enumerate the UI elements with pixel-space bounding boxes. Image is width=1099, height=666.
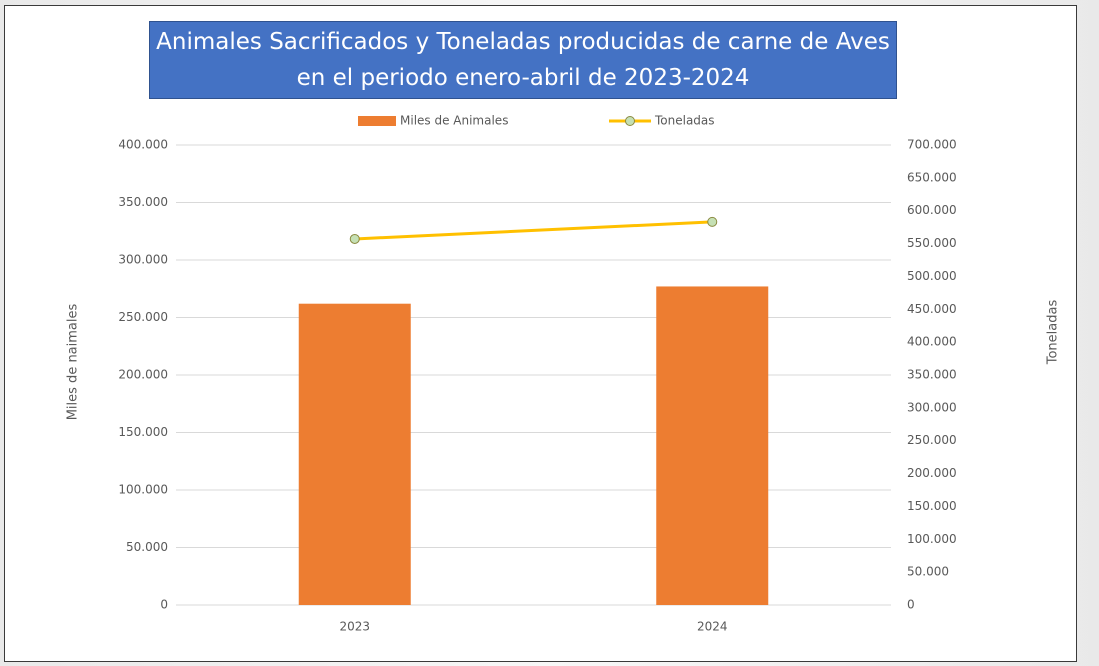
x-tick-label: 2023 <box>339 620 370 634</box>
y2-tick-label: 50.000 <box>907 565 949 579</box>
y2-tick-label: 550.000 <box>907 236 957 250</box>
chart-area: 0 50.000 100.000 150.000 200.000 250.000 300.0… <box>4 5 1077 662</box>
y2-tick-label: 650.000 <box>907 170 957 184</box>
legend-marker <box>625 116 635 126</box>
legend-label: Toneladas <box>654 114 715 128</box>
y2-axis-title: Toneladas <box>1046 300 1061 366</box>
bar <box>656 286 769 605</box>
bar <box>298 303 411 605</box>
y2-tick-label: 500.000 <box>907 269 957 283</box>
legend-label: Miles de Animales <box>400 114 508 128</box>
y-tick-label: 50.000 <box>126 540 168 554</box>
y-tick-label: 300.000 <box>118 253 168 267</box>
y2-tick-label: 200.000 <box>907 466 957 480</box>
y2-tick-label: 150.000 <box>907 499 957 513</box>
y-tick-label: 350.000 <box>118 195 168 209</box>
line <box>354 220 713 241</box>
y2-tick-label: 100.000 <box>907 532 957 546</box>
legend-swatch <box>358 116 396 126</box>
marker <box>349 233 360 244</box>
y-tick-label: 200.000 <box>118 368 168 382</box>
y2-tick-label: 400.000 <box>907 335 957 349</box>
chart-title: Animales Sacrificados y Toneladas produc… <box>149 21 897 99</box>
y2-tick-label: 0 <box>907 598 915 612</box>
y-tick-label: 250.000 <box>118 310 168 324</box>
marker <box>707 216 718 227</box>
y2-tick-label: 600.000 <box>907 203 957 217</box>
y2-tick-label: 300.000 <box>907 400 957 414</box>
y-tick-label: 150.000 <box>118 425 168 439</box>
y-tick-label: 0 <box>160 598 168 612</box>
y2-tick-label: 700.000 <box>907 138 957 152</box>
y2-tick-label: 450.000 <box>907 302 957 316</box>
y2-tick-label: 250.000 <box>907 433 957 447</box>
y2-tick-label: 350.000 <box>907 368 957 382</box>
y-tick-label: 100.000 <box>118 483 168 497</box>
y-axis-title: Miles de naimales <box>66 303 81 420</box>
x-tick-label: 2024 <box>697 620 728 634</box>
chart: 0 50.000 100.000 150.000 200.000 250.000 300.0… <box>66 114 1061 634</box>
y-tick-label: 400.000 <box>118 138 168 152</box>
